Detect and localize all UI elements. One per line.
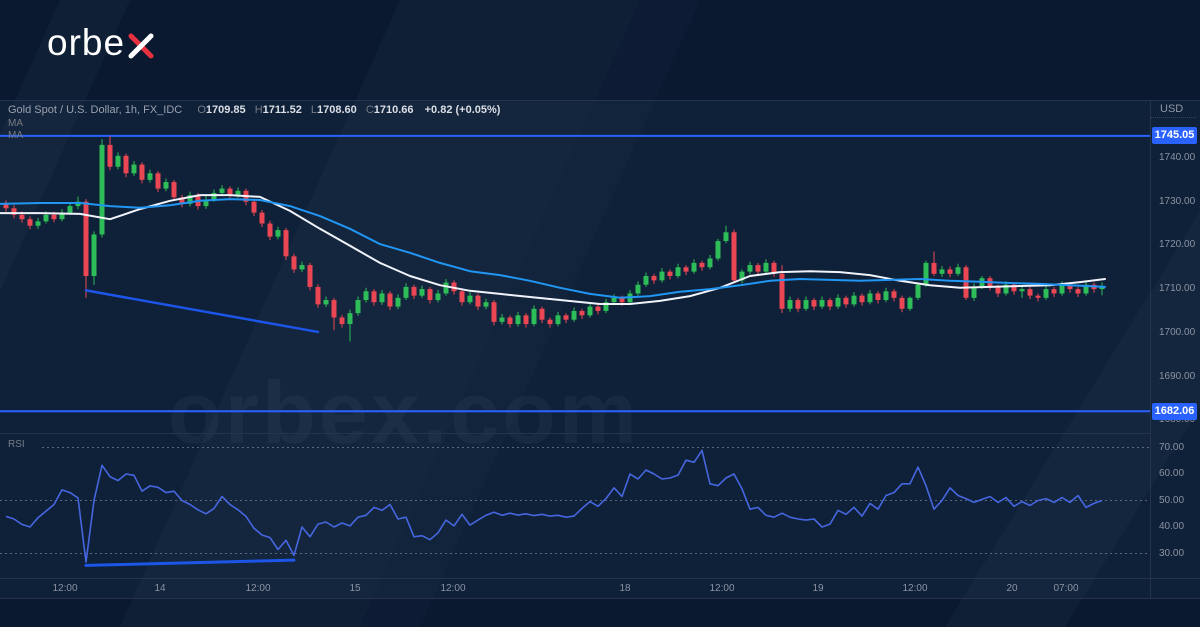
currency-label: USD	[1151, 101, 1196, 118]
rsi-tick: 70.00	[1159, 441, 1185, 453]
price-tick: 1690.00	[1159, 370, 1196, 382]
time-tick: 12:00	[709, 583, 735, 594]
pane-divider[interactable]	[0, 433, 1150, 434]
price-tick: 1700.00	[1159, 326, 1196, 338]
rsi-tick: 30.00	[1159, 547, 1185, 559]
time-tick: 20	[1006, 583, 1018, 594]
open-value: 1709.85	[205, 104, 246, 116]
price-tick: 1710.00	[1159, 283, 1196, 295]
close-label: C	[365, 104, 374, 116]
price-level-badge: 1745.05	[1152, 127, 1197, 145]
rsi-tick: 60.00	[1159, 468, 1185, 479]
open-label: O	[197, 104, 206, 116]
price-tick: 1680.00	[1159, 414, 1196, 426]
symbol-title[interactable]: Gold Spot / U.S. Dollar, 1h, FX_IDC	[8, 104, 183, 116]
time-tick: 12:00	[440, 583, 466, 594]
price-scale-axis[interactable]: USD 1740.00 1730.00 1720.00 1710.00 1700.00 1…	[1150, 101, 1200, 599]
low-value: 1708.60	[317, 104, 357, 116]
price-level-badge: 1682.06	[1152, 402, 1197, 420]
time-tick: 19	[812, 583, 824, 594]
orbex-logo: orbe	[47, 22, 155, 64]
legend: Gold Spot / U.S. Dollar, 1h, FX_IDC O170…	[8, 104, 500, 116]
rsi-tick: 50.00	[1159, 494, 1185, 506]
rsi-tick: 40.00	[1159, 521, 1185, 532]
high-label: H	[254, 104, 263, 116]
time-tick: 12:00	[52, 583, 78, 594]
time-tick: 07:00	[1053, 583, 1079, 594]
high-value: 1711.52	[262, 104, 302, 116]
rsi-indicator-label[interactable]: RSI	[8, 439, 25, 450]
change-value: +0.82 (+0.05%)	[424, 104, 501, 116]
chart-canvas[interactable]	[0, 101, 1150, 599]
chart-area[interactable]: orbex.com Gold Spot / U.S. Dollar, 1h, F…	[0, 100, 1200, 599]
orbex-watermark: orbex.com	[168, 363, 641, 462]
time-tick: 18	[619, 583, 631, 594]
time-tick: 12:00	[245, 583, 271, 594]
orbex-logo-x-icon	[128, 33, 154, 59]
time-tick: 15	[349, 583, 361, 594]
top-banner-background	[0, 0, 1200, 100]
time-tick: 12:00	[902, 583, 928, 594]
low-label: L	[310, 104, 317, 116]
price-tick: 1740.00	[1159, 152, 1196, 163]
bottom-strip-background	[0, 598, 1200, 627]
orbex-logo-text: orbe	[47, 22, 126, 63]
ma-indicator-label-2[interactable]: MA	[8, 130, 23, 141]
price-tick: 1730.00	[1159, 195, 1196, 207]
price-tick: 1720.00	[1159, 239, 1196, 251]
time-axis[interactable]: 12:00 14 12:00 15 12:00 18 12:00 19 12:00 20 07:00	[0, 578, 1200, 599]
close-value: 1710.66	[373, 104, 414, 116]
time-tick: 14	[154, 583, 166, 594]
ma-indicator-label-1[interactable]: MA	[8, 118, 23, 129]
brand-banner: orbe	[0, 0, 1200, 100]
